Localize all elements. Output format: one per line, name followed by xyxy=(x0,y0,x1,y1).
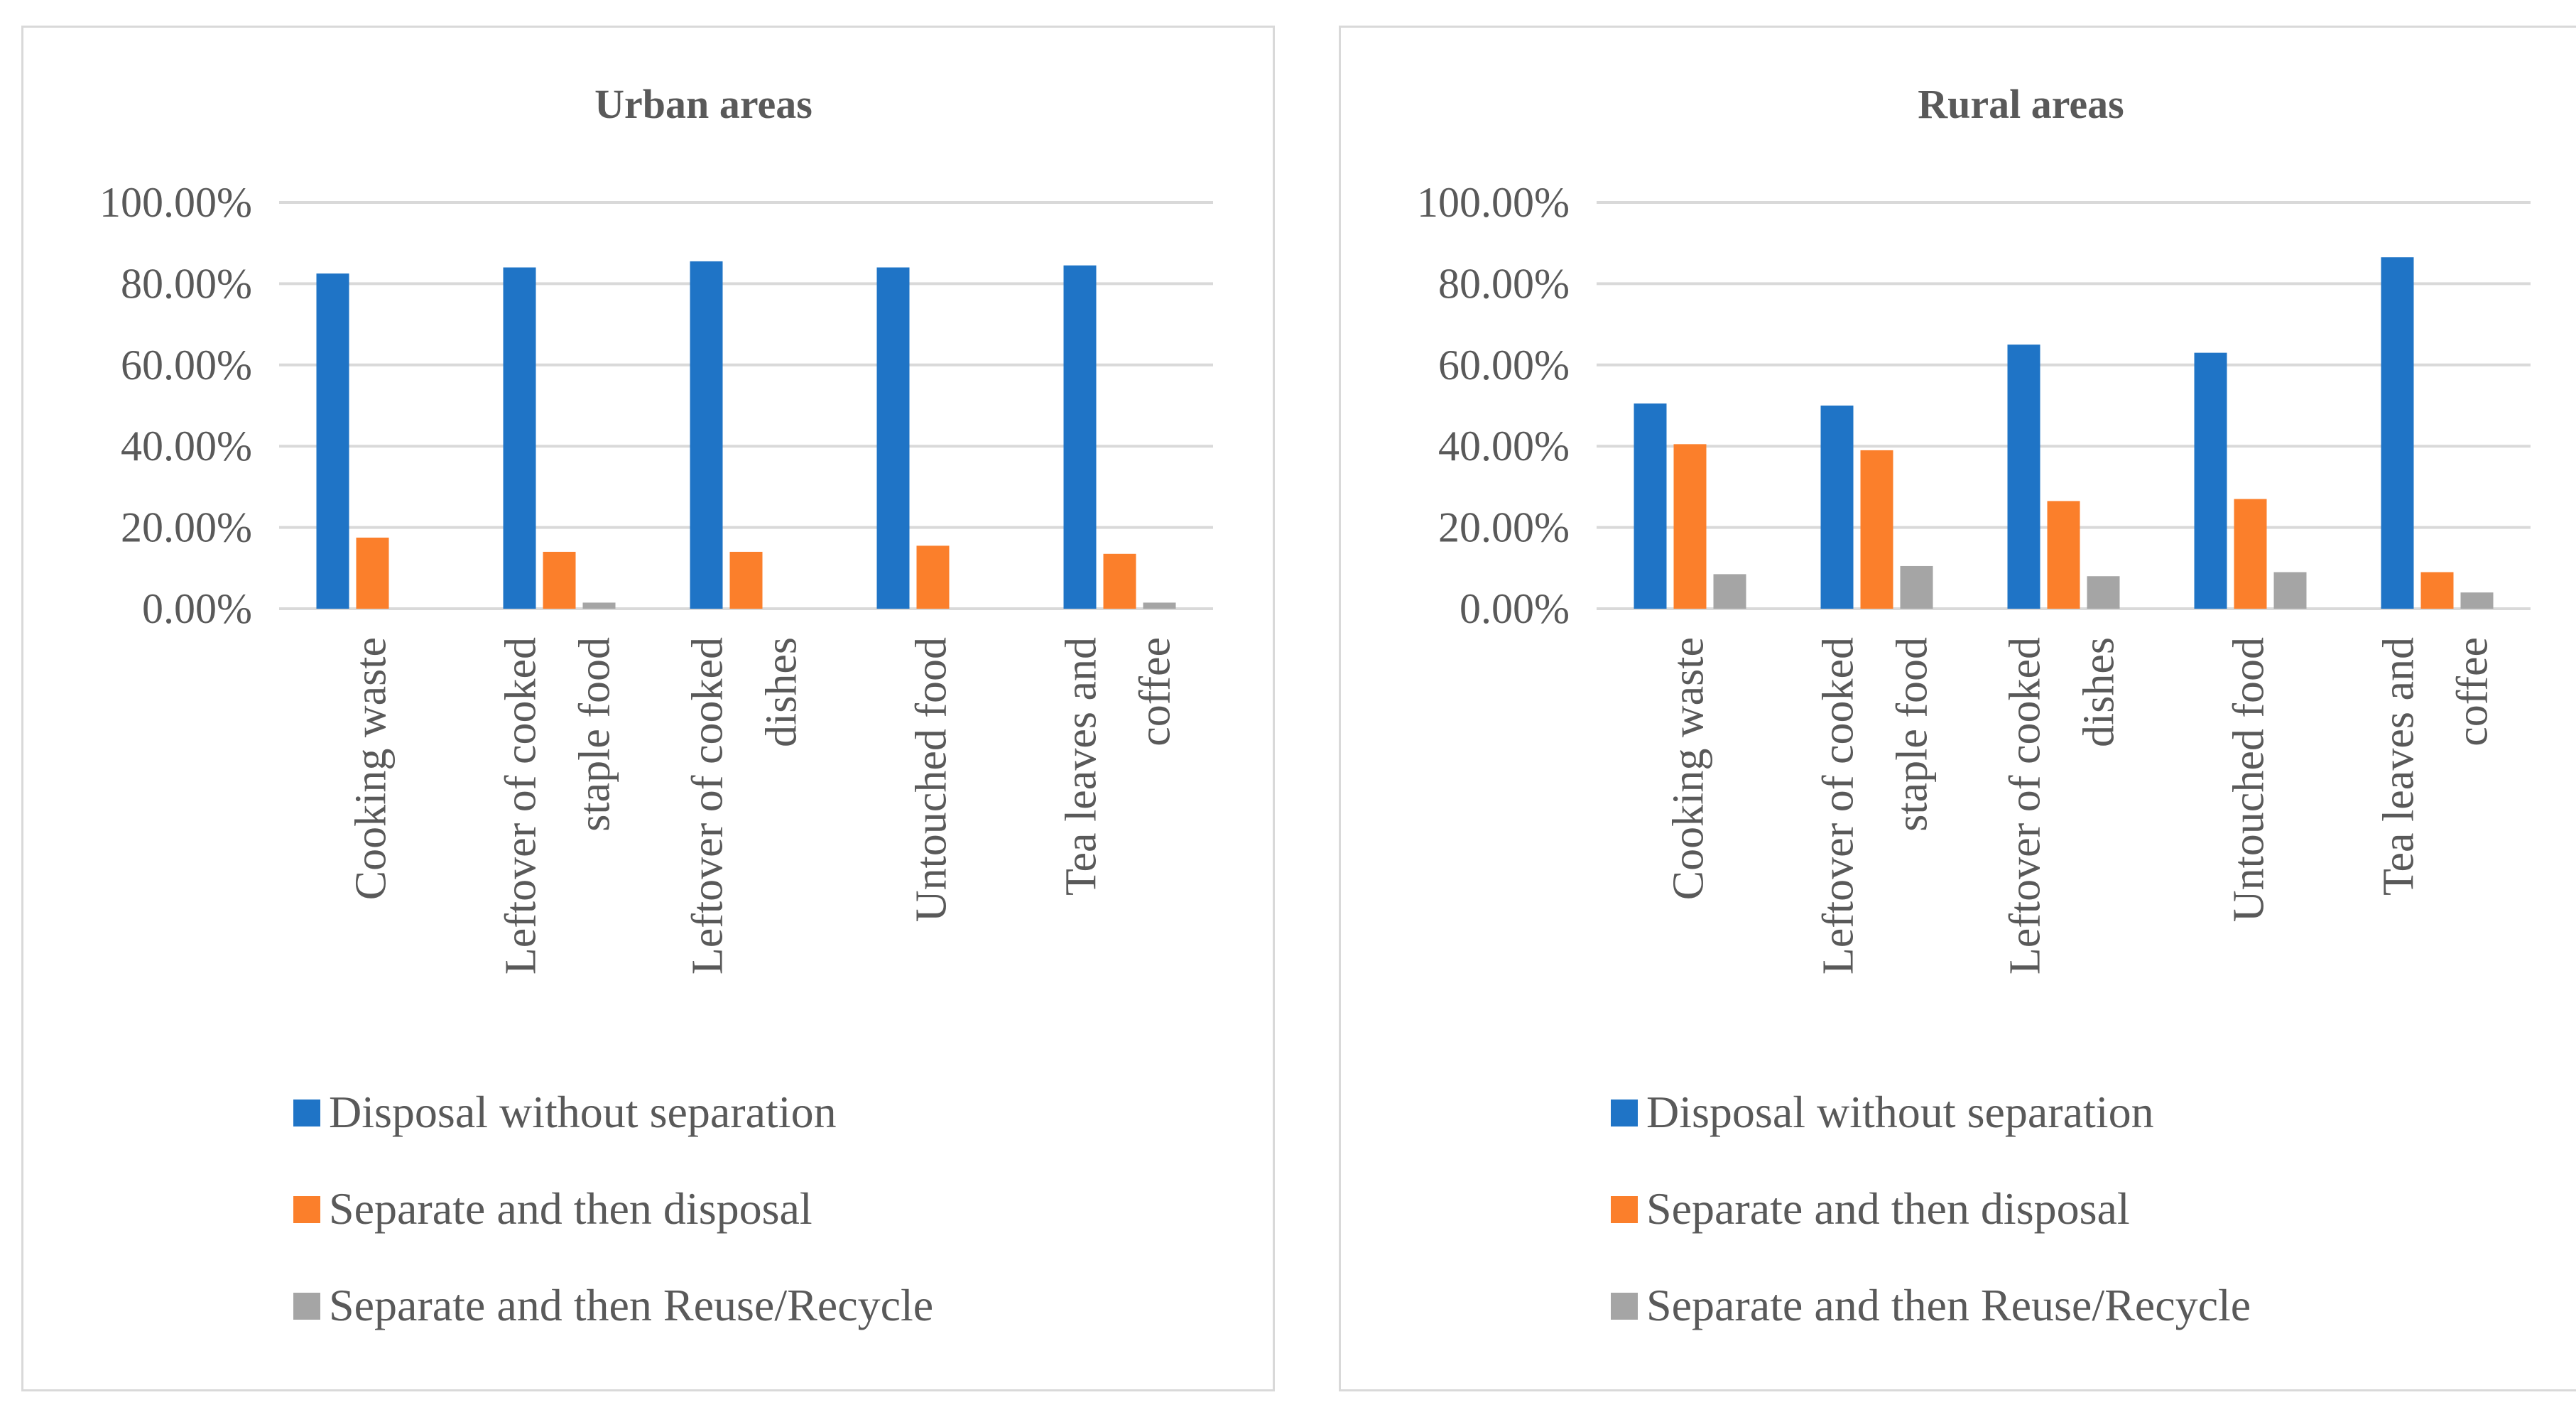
rural-x-tick-label: dishes xyxy=(2075,637,2124,747)
urban-chart-panel: Urban areas 0.00% 20.00% 40.00% 60.00% 80.00%… xyxy=(21,26,1275,1391)
urban-bar-separate-and-then-disposal-1 xyxy=(356,537,389,609)
rural-bar-separate-and-then-reuse-recycle-5 xyxy=(2460,592,2494,609)
rural-legend-swatch-separate-and-then-reuse-recycle xyxy=(1611,1293,1638,1320)
rural-bar-separate-and-then-reuse-recycle-1 xyxy=(1713,574,1746,609)
rural-y-tick-label: 40.00% xyxy=(1438,423,1570,469)
rural-x-tick-label: staple food xyxy=(1888,637,1937,832)
rural-bar-separate-and-then-reuse-recycle-3 xyxy=(2087,576,2120,609)
rural-legend-swatch-disposal-without-separation xyxy=(1611,1100,1638,1126)
urban-legend-swatch-disposal-without-separation xyxy=(293,1100,320,1126)
urban-bar-separate-and-then-disposal-4 xyxy=(916,545,950,609)
urban-bar-disposal-without-separation-5 xyxy=(1063,265,1097,609)
urban-x-tick-label: Cooking waste xyxy=(347,637,396,900)
urban-bar-separate-and-then-reuse-recycle-2 xyxy=(582,602,616,609)
urban-bar-disposal-without-separation-4 xyxy=(876,267,910,609)
rural-x-tick-label: coffee xyxy=(2449,637,2497,746)
rural-bar-disposal-without-separation-4 xyxy=(2194,352,2227,609)
urban-bar-disposal-without-separation-1 xyxy=(316,273,349,609)
urban-legend-label-separate-and-then-disposal: Separate and then disposal xyxy=(329,1183,813,1234)
rural-bar-disposal-without-separation-1 xyxy=(1634,403,1667,609)
rural-x-tick-label: Cooking waste xyxy=(1665,637,1713,900)
urban-y-tick-label: 60.00% xyxy=(121,342,252,389)
rural-bar-separate-and-then-disposal-3 xyxy=(2047,501,2080,609)
rural-bar-disposal-without-separation-3 xyxy=(2007,344,2040,609)
urban-y-tick-label: 20.00% xyxy=(121,504,252,551)
urban-x-tick-label: coffee xyxy=(1131,637,1180,746)
urban-x-tick-label: Leftover of cooked xyxy=(684,637,732,974)
urban-x-tick-label: staple food xyxy=(571,637,619,832)
urban-legend-swatch-separate-and-then-reuse-recycle xyxy=(293,1293,320,1320)
rural-bar-separate-and-then-disposal-2 xyxy=(1860,450,1893,609)
rural-x-tick-label: Leftover of cooked xyxy=(1815,637,1863,974)
rural-legend-swatch-separate-and-then-disposal xyxy=(1611,1196,1638,1223)
rural-x-tick-label: Leftover of cooked xyxy=(2001,637,2050,974)
rural-legend-label-separate-and-then-reuse-recycle: Separate and then Reuse/Recycle xyxy=(1646,1280,2251,1330)
rural-bar-separate-and-then-disposal-5 xyxy=(2420,572,2454,609)
urban-legend-label-disposal-without-separation: Disposal without separation xyxy=(329,1087,837,1137)
rural-chart-panel: Rural areas 0.00% 20.00% 40.00% 60.00% 80.00%… xyxy=(1339,26,2576,1391)
urban-bar-disposal-without-separation-2 xyxy=(503,267,536,609)
urban-x-tick-label: Untouched food xyxy=(908,637,956,922)
urban-x-tick-label: dishes xyxy=(758,637,806,747)
urban-chart: Urban areas 0.00% 20.00% 40.00% 60.00% 80.00%… xyxy=(99,81,1213,1330)
rural-y-tick-label: 0.00% xyxy=(1460,585,1570,632)
rural-x-tick-label: Untouched food xyxy=(2225,637,2273,922)
rural-chart-title: Rural areas xyxy=(1918,81,2124,127)
rural-bar-separate-and-then-reuse-recycle-4 xyxy=(2273,572,2307,609)
rural-legend-label-disposal-without-separation: Disposal without separation xyxy=(1646,1087,2154,1137)
rural-y-tick-label: 80.00% xyxy=(1438,260,1570,307)
rural-bar-separate-and-then-disposal-4 xyxy=(2234,499,2267,609)
urban-x-tick-label: Leftover of cooked xyxy=(497,637,545,974)
rural-y-tick-label: 100.00% xyxy=(1417,179,1570,226)
rural-bar-separate-and-then-reuse-recycle-2 xyxy=(1900,565,1933,609)
urban-x-tick-label: Tea leaves and xyxy=(1058,637,1106,896)
urban-y-tick-label: 40.00% xyxy=(121,423,252,469)
rural-legend-label-separate-and-then-disposal: Separate and then disposal xyxy=(1646,1183,2130,1234)
urban-bar-separate-and-then-reuse-recycle-5 xyxy=(1143,602,1176,609)
urban-bar-separate-and-then-disposal-2 xyxy=(543,551,576,609)
rural-y-tick-label: 20.00% xyxy=(1438,504,1570,551)
urban-bar-separate-and-then-disposal-5 xyxy=(1103,553,1136,609)
urban-y-tick-label: 100.00% xyxy=(99,179,252,226)
urban-bar-separate-and-then-disposal-3 xyxy=(729,551,763,609)
urban-y-tick-label: 0.00% xyxy=(142,585,252,632)
rural-chart: Rural areas 0.00% 20.00% 40.00% 60.00% 80.00%… xyxy=(1417,81,2531,1330)
urban-bar-disposal-without-separation-3 xyxy=(690,261,723,609)
urban-y-tick-label: 80.00% xyxy=(121,260,252,307)
rural-y-tick-label: 60.00% xyxy=(1438,342,1570,389)
rural-bar-separate-and-then-disposal-1 xyxy=(1673,444,1707,609)
rural-x-tick-label: Tea leaves and xyxy=(2375,637,2423,896)
urban-legend-swatch-separate-and-then-disposal xyxy=(293,1196,320,1223)
rural-bar-disposal-without-separation-2 xyxy=(1820,406,1854,609)
rural-bar-disposal-without-separation-5 xyxy=(2381,257,2414,609)
urban-legend-label-separate-and-then-reuse-recycle: Separate and then Reuse/Recycle xyxy=(329,1280,933,1330)
urban-chart-title: Urban areas xyxy=(594,81,813,127)
